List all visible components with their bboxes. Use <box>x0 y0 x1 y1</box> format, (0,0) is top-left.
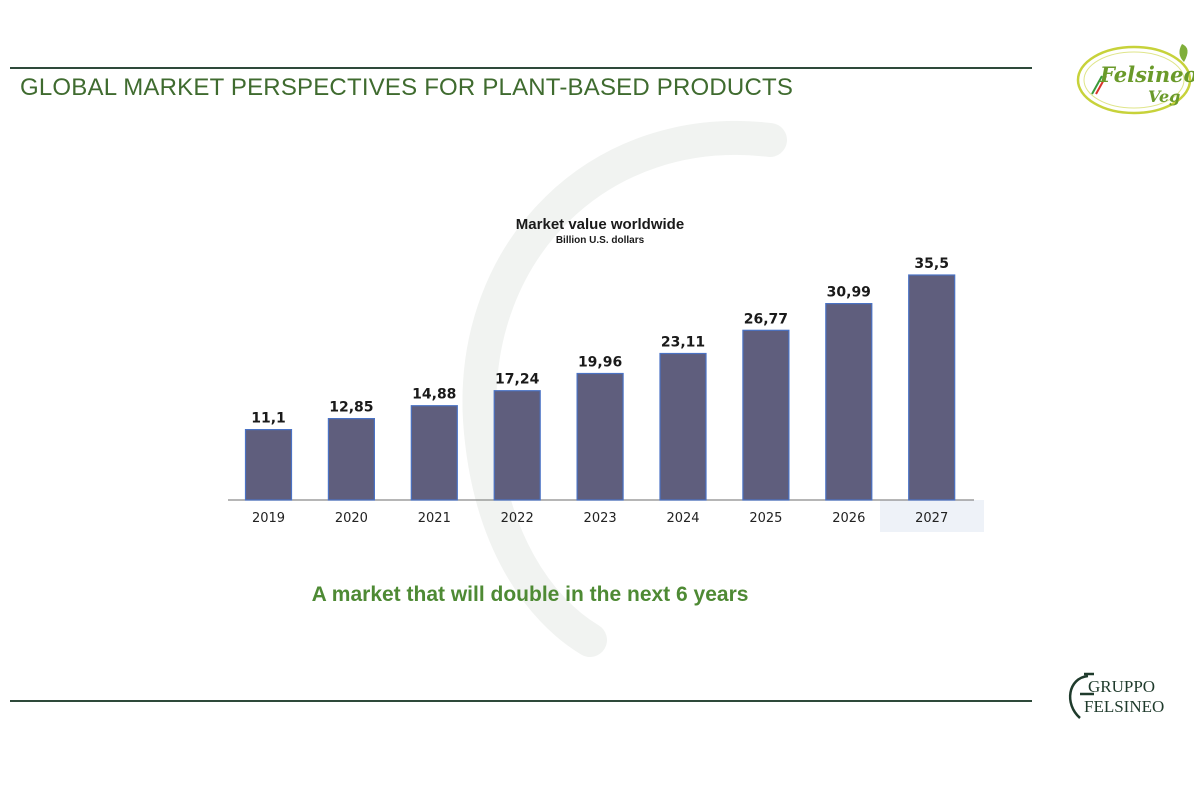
x-tick-2022: 2022 <box>501 511 534 526</box>
top-divider <box>10 67 1032 69</box>
chart-subtitle: Billion U.S. dollars <box>555 235 645 246</box>
x-tick-2024: 2024 <box>666 511 699 526</box>
value-label-2021: 14,88 <box>412 387 456 403</box>
value-label-2024: 23,11 <box>661 335 705 351</box>
svg-text:FELSINEO: FELSINEO <box>1084 697 1164 716</box>
bar-2022 <box>493 390 541 501</box>
x-tick-2023: 2023 <box>584 511 617 526</box>
bar-2020 <box>327 418 375 501</box>
felsineo-veg-logo: Felsineo Veg <box>1076 44 1194 115</box>
value-label-2025: 26,77 <box>744 311 788 327</box>
chart-title: Market value worldwide <box>515 216 685 233</box>
chart-caption: A market that will double in the next 6 … <box>311 583 749 606</box>
svg-text:Felsineo: Felsineo <box>1099 62 1194 87</box>
bar-2019 <box>244 429 293 501</box>
gruppo-felsineo-logo: GRUPPO FELSINEO <box>1068 672 1164 719</box>
svg-text:GRUPPO: GRUPPO <box>1088 677 1155 696</box>
value-label-2020: 12,85 <box>329 400 373 416</box>
value-label-2023: 19,96 <box>578 355 622 371</box>
bar-2021 <box>410 405 458 501</box>
x-tick-2027: 2027 <box>915 511 948 526</box>
bar-2023 <box>576 372 624 501</box>
x-tick-2021: 2021 <box>418 511 451 526</box>
value-label-2027: 35,5 <box>914 256 949 272</box>
value-label-2022: 17,24 <box>495 372 540 388</box>
svg-text:Veg: Veg <box>1148 87 1180 106</box>
bar-2024 <box>659 352 707 501</box>
bar-2025 <box>742 329 790 501</box>
x-tick-2025: 2025 <box>749 511 782 526</box>
x-tick-2019: 2019 <box>252 511 285 526</box>
x-tick-2020: 2020 <box>335 511 368 526</box>
bar-2027 <box>908 274 956 501</box>
value-label-2026: 30,99 <box>827 285 871 301</box>
x-tick-2026: 2026 <box>832 511 865 526</box>
bottom-divider <box>10 700 1032 702</box>
bar-2026 <box>825 303 873 501</box>
value-label-2019: 11,1 <box>251 411 286 427</box>
page-title: GLOBAL MARKET PERSPECTIVES FOR PLANT-BAS… <box>20 74 794 101</box>
